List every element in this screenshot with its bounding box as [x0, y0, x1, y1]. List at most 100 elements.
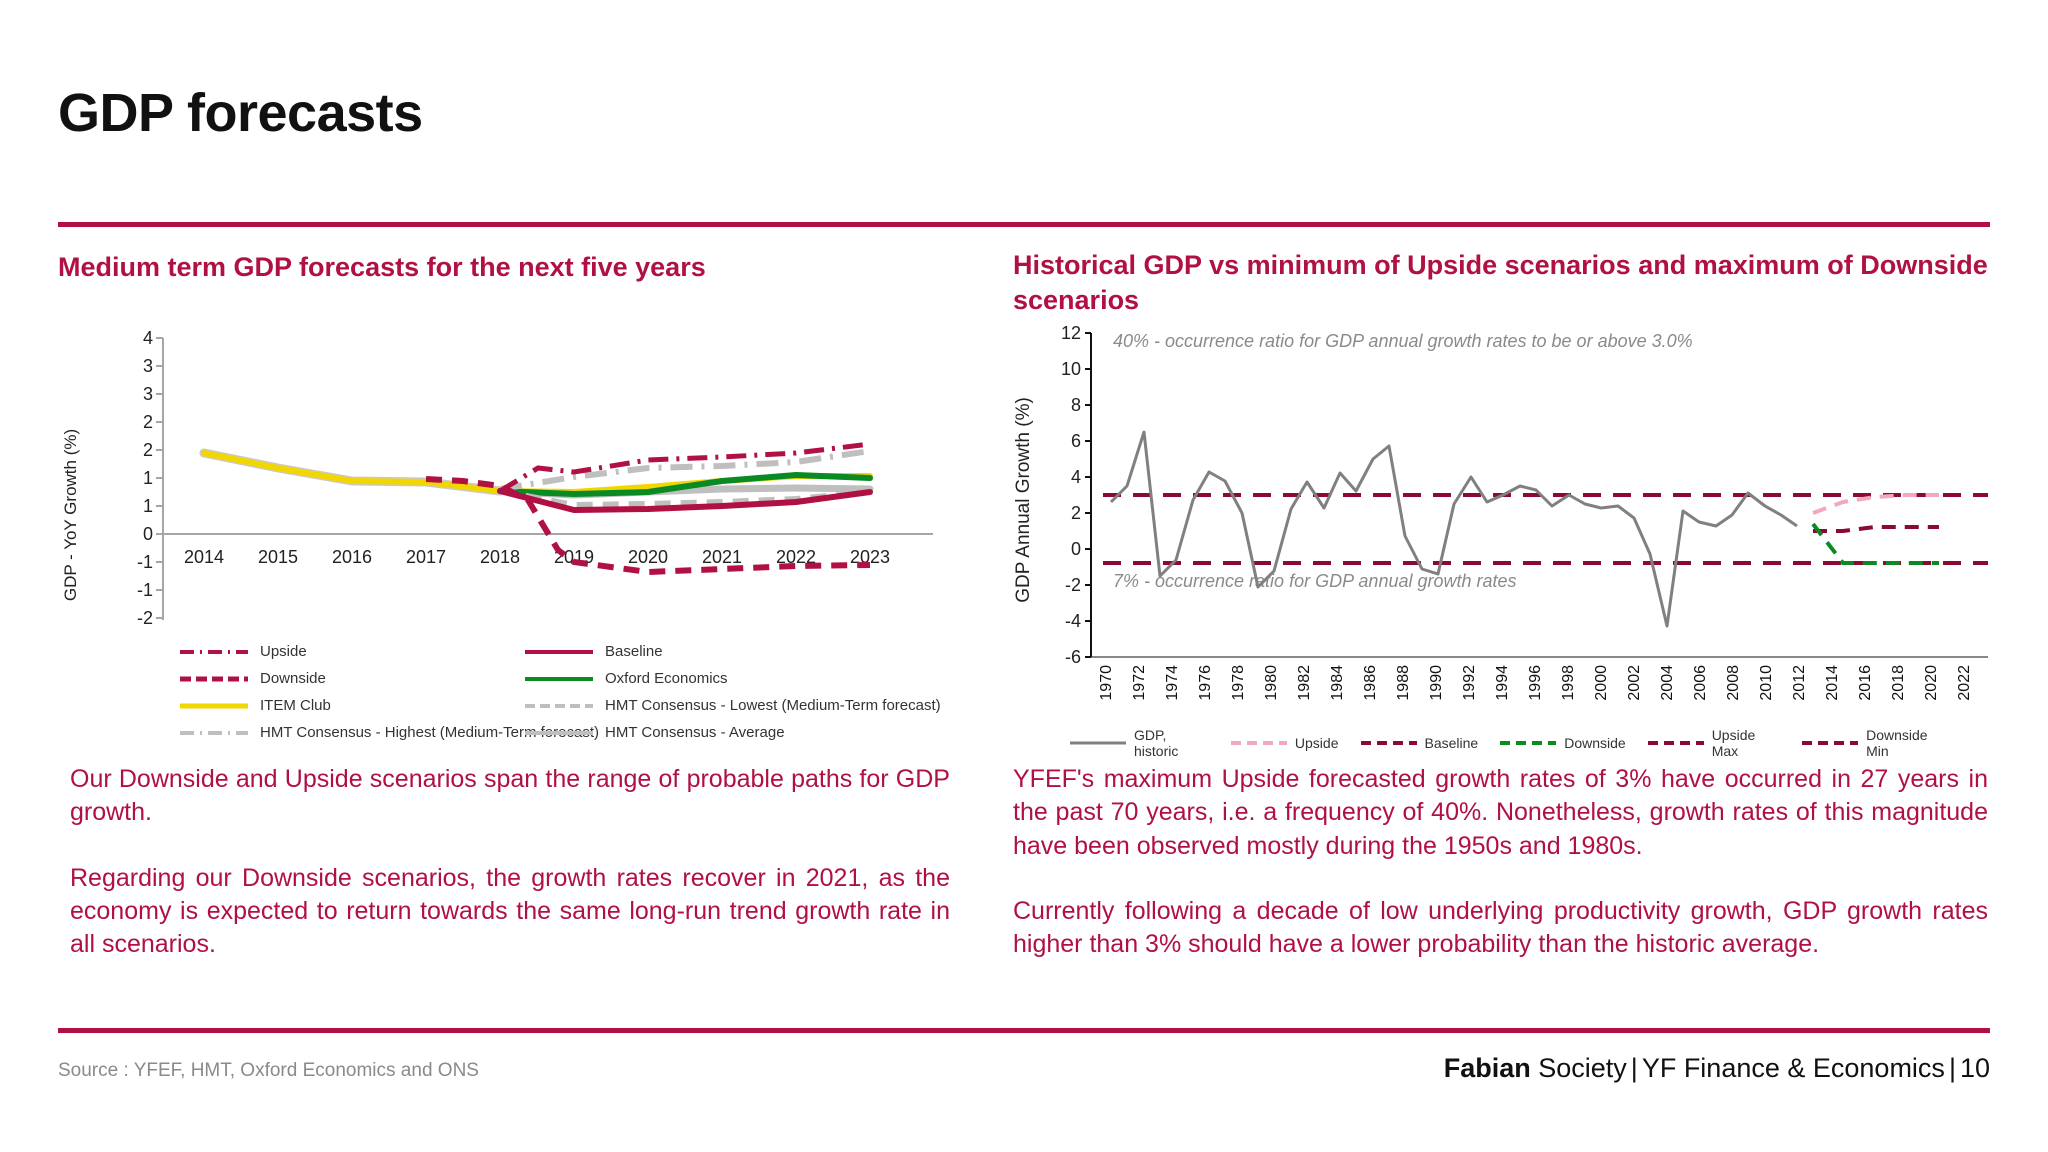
legend-label: Downside Min	[1866, 727, 1928, 759]
svg-text:2010: 2010	[1758, 665, 1775, 701]
right-chart-legend: GDP, historic Upside Baseline Downside U…	[1070, 727, 1970, 759]
legend-item-downside-min: Downside Min	[1802, 727, 1948, 759]
legend-swatch-upside-max	[1647, 741, 1704, 745]
legend-item-upside-max: Upside Max	[1647, 727, 1780, 759]
svg-text:1992: 1992	[1461, 665, 1478, 701]
annotation-bottom-text: 7% - occurrence ratio for GDP annual gro…	[1113, 571, 1517, 591]
brand-name-rest: Society	[1538, 1053, 1627, 1083]
legend-swatch-baseline	[1360, 741, 1417, 745]
brand-unit: YF Finance & Economics	[1641, 1053, 1945, 1083]
svg-text:3: 3	[143, 384, 153, 404]
left-paragraph-2: Regarding our Downside scenarios, the gr…	[70, 863, 950, 959]
source-note: Source : YFEF, HMT, Oxford Economics and…	[58, 1060, 479, 1081]
legend-item-hmt-lowest: HMT Consensus - Lowest (Medium-Term fore…	[525, 697, 965, 714]
svg-text:GDP - YoY Growth (%): GDP - YoY Growth (%)	[61, 429, 80, 601]
svg-text:1978: 1978	[1230, 665, 1247, 701]
svg-text:-4: -4	[1065, 611, 1081, 631]
left-panel-body: Our Downside and Upside scenarios span t…	[70, 763, 950, 961]
svg-text:1980: 1980	[1263, 665, 1280, 701]
svg-text:2022: 2022	[1956, 665, 1973, 701]
svg-text:1984: 1984	[1329, 665, 1346, 701]
svg-text:2022: 2022	[776, 547, 816, 567]
svg-text:2000: 2000	[1593, 665, 1610, 701]
svg-text:2002: 2002	[1626, 665, 1643, 701]
left-chart-legend: Upside Baseline Downside Oxford Economic…	[180, 638, 970, 746]
header-divider	[58, 222, 1990, 227]
brand-name-bold: Fabian	[1443, 1053, 1531, 1083]
legend-item-upside: Upside	[180, 643, 525, 660]
legend-label: Upside	[1294, 735, 1339, 751]
svg-text:2014: 2014	[184, 547, 224, 567]
svg-text:1: 1	[143, 468, 153, 488]
legend-swatch-downside	[180, 676, 248, 681]
legend-swatch-hmt-highest	[180, 730, 248, 735]
annotation-top-text: 40% - occurrence ratio for GDP annual gr…	[1113, 331, 1693, 351]
svg-text:2015: 2015	[258, 547, 298, 567]
legend-swatch-upside	[1230, 741, 1287, 745]
legend-swatch-downside-min	[1802, 741, 1859, 745]
svg-text:2016: 2016	[1857, 665, 1874, 701]
svg-text:2: 2	[143, 412, 153, 432]
page-number: 10	[1959, 1053, 1990, 1083]
svg-text:1976: 1976	[1197, 665, 1214, 701]
svg-text:1994: 1994	[1494, 665, 1511, 701]
svg-text:GDP Annual Growth (%): GDP Annual Growth (%)	[1013, 397, 1034, 603]
legend-row: ITEM Club HMT Consensus - Lowest (Medium…	[180, 692, 970, 719]
svg-text:2023: 2023	[850, 547, 890, 567]
svg-text:10: 10	[1061, 359, 1081, 379]
svg-text:1988: 1988	[1395, 665, 1412, 701]
svg-text:0: 0	[143, 524, 153, 544]
svg-text:-2: -2	[137, 608, 153, 628]
svg-text:2018: 2018	[480, 547, 520, 567]
svg-text:3: 3	[143, 356, 153, 376]
svg-text:2016: 2016	[332, 547, 372, 567]
legend-label: Upside	[260, 643, 307, 660]
svg-text:2012: 2012	[1791, 665, 1808, 701]
svg-text:0: 0	[1071, 539, 1081, 559]
legend-label: Oxford Economics	[605, 670, 728, 687]
left-panel-heading: Medium term GDP forecasts for the next f…	[58, 252, 706, 282]
svg-text:2: 2	[1071, 503, 1081, 523]
svg-text:2004: 2004	[1659, 665, 1676, 701]
legend-item-oxford-economics: Oxford Economics	[525, 670, 965, 687]
legend-swatch-baseline	[525, 649, 593, 654]
brand-separator-2: |	[1948, 1053, 1956, 1083]
legend-swatch-item-club	[180, 703, 248, 708]
legend-label: HMT Consensus - Average	[605, 724, 785, 741]
chart-right-svg: GDP Annual Growth (%) 12 10 8 6 4 2 0 -2…	[1013, 325, 1988, 701]
left-paragraph-1: Our Downside and Upside scenarios span t…	[70, 765, 950, 827]
right-paragraph-1: YFEF's maximum Upside forecasted growth …	[1013, 765, 1988, 860]
page-title: GDP forecasts	[58, 83, 423, 143]
legend-row: HMT Consensus - Highest (Medium-Term for…	[180, 719, 970, 746]
svg-text:1990: 1990	[1428, 665, 1445, 701]
svg-text:8: 8	[1071, 395, 1081, 415]
legend-item-baseline: Baseline	[525, 643, 965, 660]
legend-label: Downside	[1564, 735, 1626, 751]
right-panel-heading: Historical GDP vs minimum of Upside scen…	[1013, 250, 1988, 315]
legend-item-downside: Downside	[1500, 735, 1626, 751]
legend-item-item-club: ITEM Club	[180, 697, 525, 714]
svg-text:1982: 1982	[1296, 665, 1313, 701]
legend-item-gdp-historic: GDP, historic	[1070, 727, 1209, 759]
legend-item-hmt-highest: HMT Consensus - Highest (Medium-Term for…	[180, 724, 599, 741]
legend-label: Upside Max	[1711, 727, 1756, 759]
right-paragraph-2: Currently following a decade of low unde…	[1013, 896, 1988, 958]
legend-row: Downside Oxford Economics	[180, 665, 970, 692]
svg-text:1986: 1986	[1362, 665, 1379, 701]
footer-brand: Fabian Society | YF Finance & Economics | 10	[1444, 1053, 1990, 1084]
svg-text:-2: -2	[1065, 575, 1081, 595]
svg-text:2020: 2020	[1923, 665, 1940, 701]
svg-text:4: 4	[143, 328, 153, 348]
historical-gdp-vs-scenarios-chart: GDP Annual Growth (%) 12 10 8 6 4 2 0 -2…	[1013, 325, 2003, 745]
legend-swatch-hmt-lowest	[525, 703, 593, 708]
legend-item-upside: Upside	[1230, 735, 1339, 751]
svg-text:2020: 2020	[628, 547, 668, 567]
brand-separator-1: |	[1630, 1053, 1638, 1083]
svg-text:2008: 2008	[1725, 665, 1742, 701]
svg-text:2006: 2006	[1692, 665, 1709, 701]
svg-text:-1: -1	[137, 580, 153, 600]
svg-text:1: 1	[143, 496, 153, 516]
legend-label: Baseline	[605, 643, 663, 660]
legend-swatch-oxford-economics	[525, 676, 593, 681]
